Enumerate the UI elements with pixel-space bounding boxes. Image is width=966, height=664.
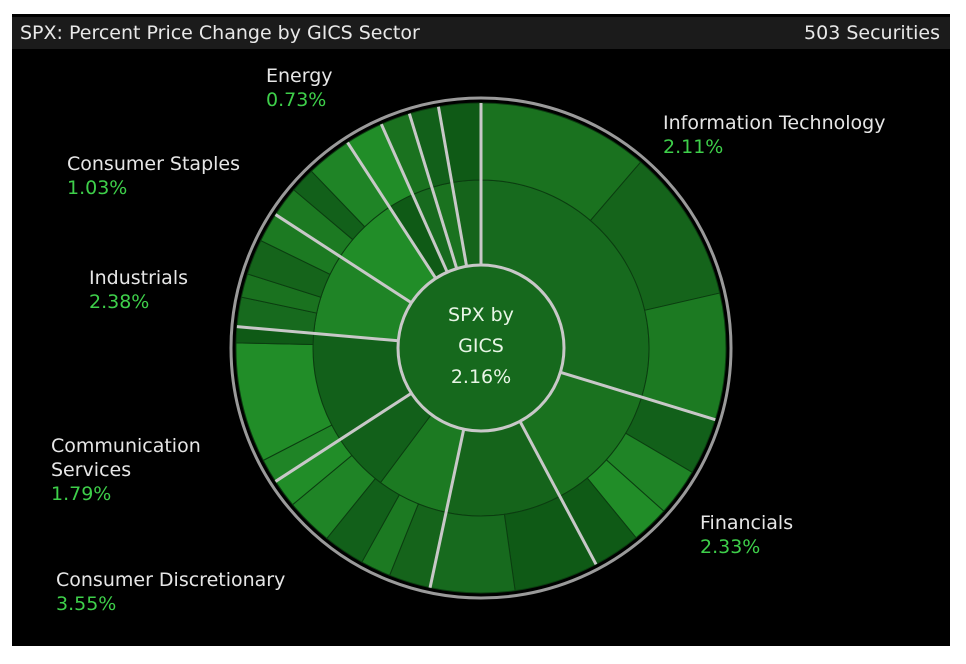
sector-value: 0.73%	[266, 89, 327, 111]
sector-name: Consumer Discretionary	[56, 569, 286, 591]
sector-separator	[346, 141, 438, 280]
sector-separator	[274, 213, 413, 305]
sector-separator	[559, 370, 716, 422]
sector-separator	[379, 123, 449, 273]
label-communication-services[interactable]: Communication Services 1.79%	[51, 434, 201, 506]
sector-separator	[274, 391, 413, 483]
center-node[interactable]: SPX by GICS 2.16%	[431, 300, 531, 393]
sector-value: 3.55%	[56, 593, 117, 615]
sector-separator	[236, 325, 399, 343]
center-value: 2.16%	[450, 366, 512, 388]
sector-name: Financials	[700, 512, 794, 534]
sector-separator	[428, 428, 466, 588]
sector-name: Information Technology	[663, 112, 886, 134]
label-information-technology[interactable]: Information Technology 2.11%	[663, 111, 885, 159]
outer-frame-ring	[229, 96, 733, 600]
sector-value: 2.38%	[89, 291, 150, 313]
center-line-2: GICS	[458, 335, 504, 357]
chart-panel: SPX: Percent Price Change by GICS Sector…	[12, 14, 950, 646]
sector-separator	[518, 420, 598, 566]
label-consumer-staples[interactable]: Consumer Staples 1.03%	[67, 152, 240, 200]
panel-header: SPX: Percent Price Change by GICS Sector…	[12, 17, 950, 49]
sector-value: 2.11%	[663, 136, 724, 158]
sector-name: Consumer Staples	[67, 153, 241, 175]
sector-value: 1.79%	[51, 483, 112, 505]
center-line-1: SPX by	[448, 304, 514, 326]
sector-separator	[407, 113, 459, 270]
sector-name: Industrials	[89, 267, 189, 289]
chart-title: SPX: Percent Price Change by GICS Sector	[20, 22, 420, 44]
label-energy[interactable]: Energy 0.73%	[266, 64, 333, 112]
sector-value: 1.03%	[67, 177, 128, 199]
label-financials[interactable]: Financials 2.33%	[700, 511, 793, 559]
sunburst-chart	[229, 96, 733, 600]
label-industrials[interactable]: Industrials 2.38%	[89, 266, 188, 314]
sector-name-line-1: Communication	[51, 435, 201, 457]
sector-separator	[436, 106, 469, 267]
label-consumer-discretionary[interactable]: Consumer Discretionary 3.55%	[56, 568, 285, 616]
root-node[interactable]	[396, 263, 566, 433]
sector-name: Energy	[266, 65, 333, 87]
sector-name-line-2: Services	[51, 459, 132, 481]
sector-value: 2.33%	[700, 536, 761, 558]
securities-count: 503 Securities	[804, 22, 940, 44]
